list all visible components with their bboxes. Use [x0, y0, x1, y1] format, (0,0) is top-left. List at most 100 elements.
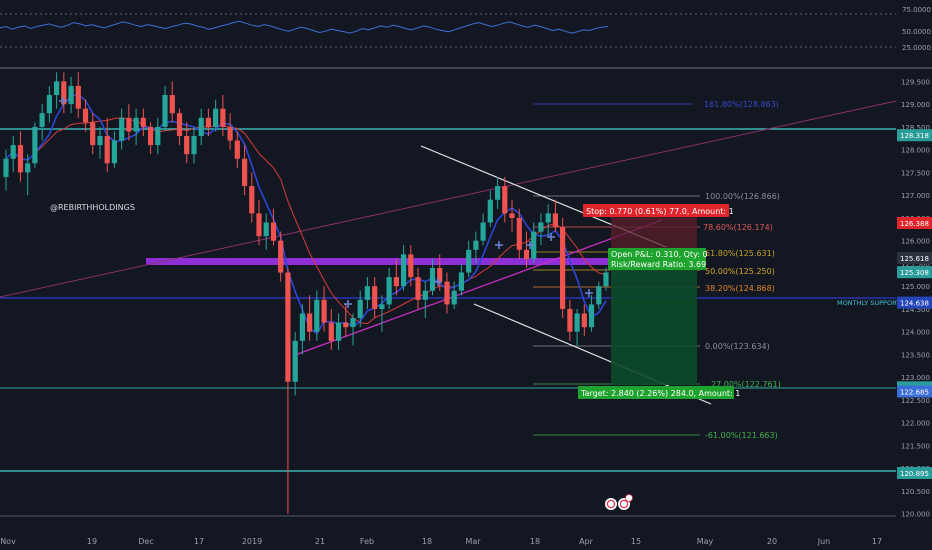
svg-text:126.388: 126.388 [900, 220, 929, 228]
price-badge: 125.618 [897, 252, 932, 264]
svg-text:124.638: 124.638 [900, 300, 929, 308]
time-tick: May [697, 537, 714, 546]
candle [119, 108, 125, 150]
candle [278, 231, 284, 282]
fib-label-0: 0.00%(123.634) [705, 342, 770, 351]
candle [401, 245, 407, 291]
price-tick: 122.500 [901, 397, 930, 405]
candle [97, 126, 103, 159]
svg-text:122.685: 122.685 [900, 389, 929, 397]
candle [473, 231, 479, 264]
candle [487, 190, 493, 228]
candle [393, 258, 399, 296]
target-text: Target: 2.840 (2.26%) 284.0, Amount: 1 [580, 389, 740, 398]
moving-average-red [5, 117, 607, 325]
candle [184, 122, 190, 164]
fib-label-neg61: -61.00%(121.663) [705, 431, 778, 440]
candle [17, 131, 24, 182]
candle [357, 290, 363, 328]
price-badge: 124.638 [897, 296, 932, 309]
candle [596, 281, 602, 309]
time-tick: 21 [315, 537, 325, 546]
candle [220, 95, 226, 136]
target-label[interactable]: Target: 2.840 (2.26%) 284.0, Amount: 1 [578, 386, 740, 399]
fib-label-78: 78.60%(126.174) [703, 223, 773, 232]
candle [545, 204, 551, 237]
open-pl-label[interactable]: Open P&L: 0.310, Qty: 0 Risk/Reward Rati… [608, 248, 708, 270]
candlestick-series [3, 72, 609, 514]
candle [480, 213, 486, 246]
candle [379, 295, 385, 332]
candle [328, 308, 334, 350]
fib-label-61: 61.80%(125.631) [705, 249, 775, 258]
candle [538, 213, 544, 246]
candle [249, 172, 255, 223]
candle [603, 267, 609, 291]
price-tick: 124.500 [901, 306, 930, 314]
fib-label-161: 161.80%(128.863) [704, 100, 779, 109]
price-tick: 127.000 [901, 192, 930, 200]
price-tick: 120.000 [901, 511, 930, 519]
candle [148, 122, 154, 155]
price-tick: 128.000 [901, 147, 930, 155]
candle [364, 277, 370, 309]
candle [466, 240, 472, 278]
candle [25, 154, 31, 196]
price-tick: 127.500 [901, 169, 930, 177]
price-badge: 128.318 [897, 129, 932, 142]
candle [205, 108, 211, 136]
price-tick: 123.500 [901, 351, 930, 359]
monthly-support-label: MONTHLY SUPPORT [837, 299, 900, 307]
candle [560, 217, 566, 319]
candle [111, 131, 117, 168]
candle [82, 99, 89, 132]
risk-reward-text: Risk/Reward Ratio: 3.69 [611, 260, 706, 269]
candle [39, 104, 45, 141]
fib-label-50: 50.00%(125.250) [705, 267, 775, 276]
rsi-pane: 75.0000 50.0000 25.0000 [0, 6, 931, 52]
candle [263, 213, 269, 250]
price-tick: 126.000 [901, 238, 930, 246]
svg-text:125.308: 125.308 [900, 269, 929, 277]
time-tick: Dec [138, 537, 153, 546]
candle [588, 295, 595, 332]
price-tick: 125.500 [901, 260, 930, 268]
candle [509, 199, 515, 232]
candle [523, 231, 530, 268]
price-tick: 124.000 [901, 329, 930, 337]
time-tick: 18 [530, 537, 540, 546]
candle [458, 263, 464, 296]
candle [415, 267, 421, 309]
time-tick: 15 [631, 537, 641, 546]
candle [176, 108, 183, 146]
candle [292, 331, 298, 396]
time-tick: 17 [872, 537, 882, 546]
time-tick: 18 [422, 537, 432, 546]
price-tick: 123.000 [901, 374, 930, 382]
candle [126, 104, 132, 141]
candle [285, 267, 291, 514]
stop-label[interactable]: Stop: 0.770 (0.61%) 77.0, Amount: 1 [583, 204, 734, 217]
candle [155, 117, 161, 155]
dividend-event-icons[interactable] [605, 494, 633, 511]
candle [10, 135, 16, 173]
candle [191, 126, 197, 164]
time-axis[interactable]: Nov 19 Dec 17 2019 21 Feb 18 Mar 18 Apr 15 May 20 Jun 1… [0, 537, 882, 546]
candle [451, 281, 457, 309]
price-tick: 122.000 [901, 420, 930, 428]
time-tick: 20 [767, 537, 777, 546]
time-tick: Mar [465, 537, 481, 546]
long-position-tool[interactable] [611, 214, 697, 385]
candle [213, 99, 219, 132]
candle [227, 113, 233, 150]
fib-label-100: 100.00%(126.866) [705, 192, 780, 201]
candle [104, 117, 110, 173]
candle [574, 308, 580, 346]
candle [502, 176, 508, 223]
price-tick: 128.500 [901, 124, 930, 132]
candle [516, 208, 522, 259]
candle [321, 286, 327, 332]
candle [61, 72, 67, 114]
candle [270, 208, 277, 246]
